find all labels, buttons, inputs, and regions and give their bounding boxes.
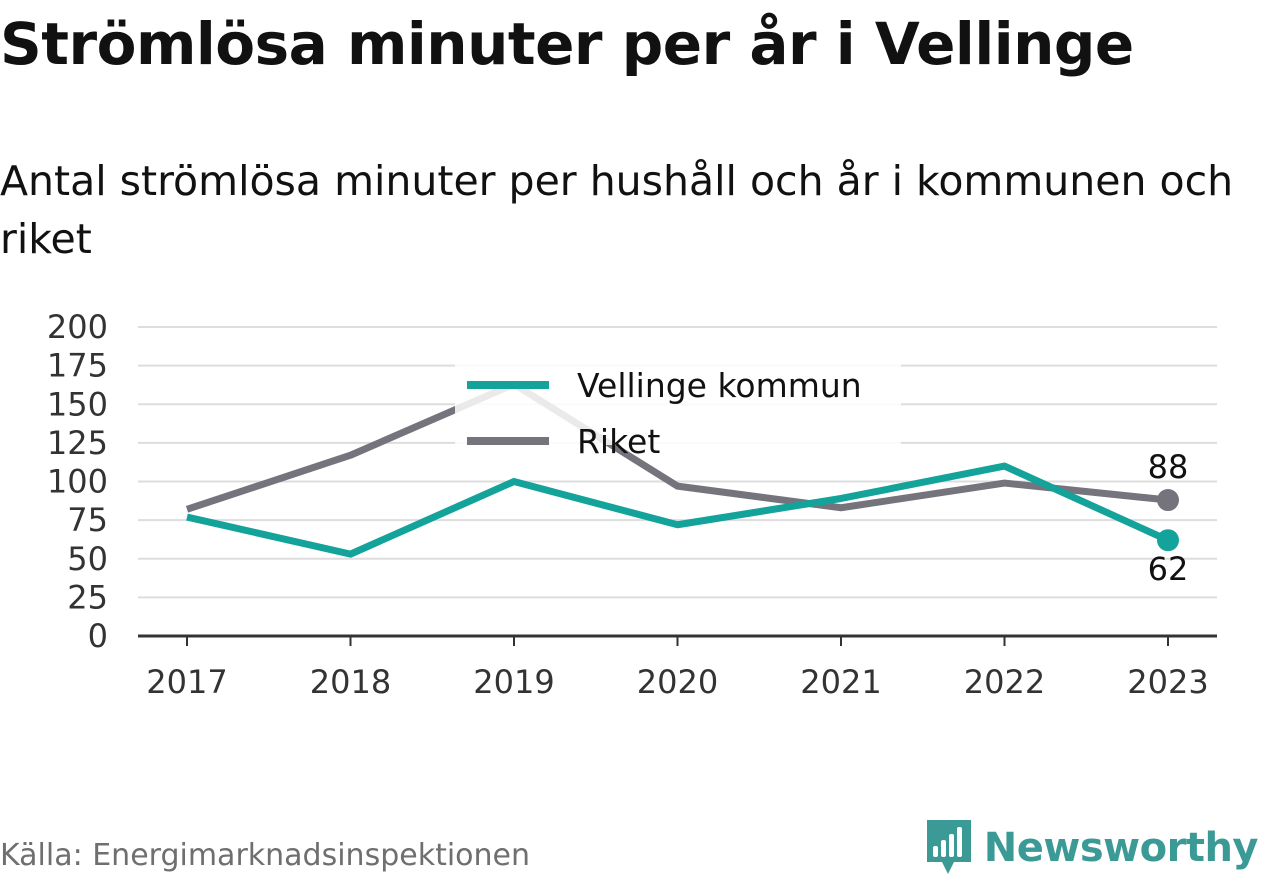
x-tick-label: 2022 bbox=[964, 663, 1045, 701]
x-tick-label: 2018 bbox=[310, 663, 391, 701]
riket-line bbox=[185, 380, 1169, 513]
end-value-label: 88 bbox=[1148, 448, 1189, 486]
y-tick-label: 50 bbox=[67, 540, 108, 578]
series-lines bbox=[185, 380, 1170, 558]
vellinge-end-point bbox=[1157, 529, 1179, 552]
chart-subtitle: Antal strömlösa minuter per hushåll och … bbox=[0, 157, 1234, 263]
y-tick-label: 0 bbox=[88, 617, 108, 655]
y-tick-label: 125 bbox=[47, 424, 108, 462]
vellinge-kommun-line bbox=[186, 462, 1170, 558]
x-tick-label: 2023 bbox=[1127, 663, 1208, 701]
y-tick-label: 175 bbox=[47, 347, 108, 385]
x-tick-label: 2020 bbox=[637, 663, 718, 701]
y-tick-label: 25 bbox=[67, 578, 108, 616]
bar-chart-badge-icon bbox=[926, 820, 971, 874]
legend-label: Riket bbox=[577, 422, 660, 461]
x-axis-ticks: 2017 2018 2019 2020 2021 2022 2023 bbox=[146, 636, 1209, 701]
y-tick-label: 100 bbox=[47, 463, 108, 501]
x-tick-label: 2019 bbox=[473, 663, 554, 701]
legend-label: Vellinge kommun bbox=[577, 366, 862, 405]
legend: Vellinge kommun Riket bbox=[455, 357, 901, 461]
y-tick-label: 200 bbox=[47, 308, 108, 346]
legend-background bbox=[455, 357, 901, 445]
x-tick-label: 2021 bbox=[800, 663, 881, 701]
chart-title: Strömlösa minuter per år i Vellinge bbox=[0, 10, 1134, 78]
source-note: Källa: Energimarknadsinspektionen bbox=[0, 838, 531, 873]
brand-name: Newsworthy bbox=[983, 825, 1259, 871]
brand-logo: Newsworthy bbox=[924, 818, 1259, 878]
riket-end-point bbox=[1157, 489, 1179, 512]
y-tick-label: 75 bbox=[67, 501, 108, 539]
end-value-label: 62 bbox=[1148, 550, 1189, 588]
x-tick-label: 2017 bbox=[146, 663, 227, 701]
y-tick-label: 150 bbox=[47, 385, 108, 423]
end-points: 62 88 bbox=[1148, 448, 1189, 588]
